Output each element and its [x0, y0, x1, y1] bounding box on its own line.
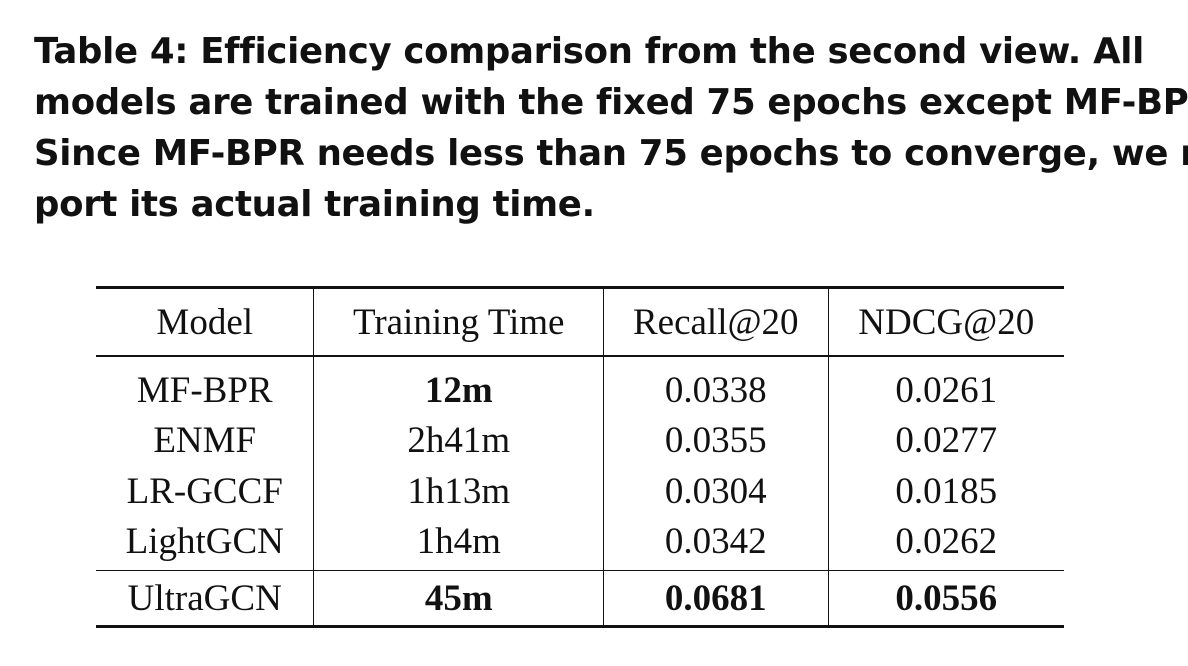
table-row: LightGCN 1h4m 0.0342 0.0262	[96, 516, 1064, 571]
caption-line-2: models are trained with the fixed 75 epo…	[34, 82, 1188, 123]
cell-recall: 0.0355	[603, 415, 829, 466]
cell-ndcg: 0.0261	[827, 356, 1064, 416]
header-training-time: Training Time	[313, 287, 604, 356]
caption-line-4: port its actual training time.	[34, 184, 595, 225]
cell-ndcg: 0.0185	[827, 466, 1064, 517]
table-row: MF-BPR 12m 0.0338 0.0261	[96, 356, 1064, 416]
cell-recall: 0.0681	[603, 570, 829, 627]
header-recall: Recall@20	[603, 287, 829, 356]
cell-recall: 0.0338	[603, 356, 829, 416]
cell-time: 1h13m	[313, 466, 604, 517]
table-header: Model Training Time Recall@20 NDCG@20	[96, 287, 1064, 356]
table-row: ENMF 2h41m 0.0355 0.0277	[96, 415, 1064, 466]
caption-line-1: Table 4: Efficiency comparison from the …	[34, 31, 1144, 72]
cell-time: 12m	[313, 356, 604, 416]
cell-recall: 0.0342	[603, 516, 829, 571]
header-model: Model	[156, 301, 254, 343]
cell-model: LightGCN	[125, 521, 284, 563]
header-row: Model Training Time Recall@20 NDCG@20	[96, 287, 1064, 356]
cell-time: 45m	[313, 570, 604, 627]
table-caption: Table 4: Efficiency comparison from the …	[34, 26, 1188, 230]
cell-recall: 0.0304	[603, 466, 829, 517]
cell-model: UltraGCN	[127, 577, 282, 619]
cell-model: LR-GCCF	[126, 470, 283, 512]
cell-time: 2h41m	[313, 415, 604, 466]
cell-model: ENMF	[153, 420, 257, 462]
cell-ndcg: 0.0277	[827, 415, 1064, 466]
cell-time: 1h4m	[313, 516, 604, 571]
cell-model: MF-BPR	[136, 369, 273, 411]
efficiency-table-container: Model Training Time Recall@20 NDCG@20 MF…	[96, 286, 1064, 628]
cell-ndcg: 0.0556	[827, 570, 1064, 627]
table-row: LR-GCCF 1h13m 0.0304 0.0185	[96, 466, 1064, 517]
table-body: MF-BPR 12m 0.0338 0.0261 ENMF 2h41m 0.03…	[96, 356, 1064, 627]
efficiency-table: Model Training Time Recall@20 NDCG@20 MF…	[96, 286, 1064, 628]
cell-ndcg: 0.0262	[827, 516, 1064, 571]
table-row-highlight: UltraGCN 45m 0.0681 0.0556	[96, 570, 1064, 627]
header-ndcg: NDCG@20	[827, 287, 1064, 356]
caption-line-3: Since MF-BPR needs less than 75 epochs t…	[34, 133, 1188, 174]
